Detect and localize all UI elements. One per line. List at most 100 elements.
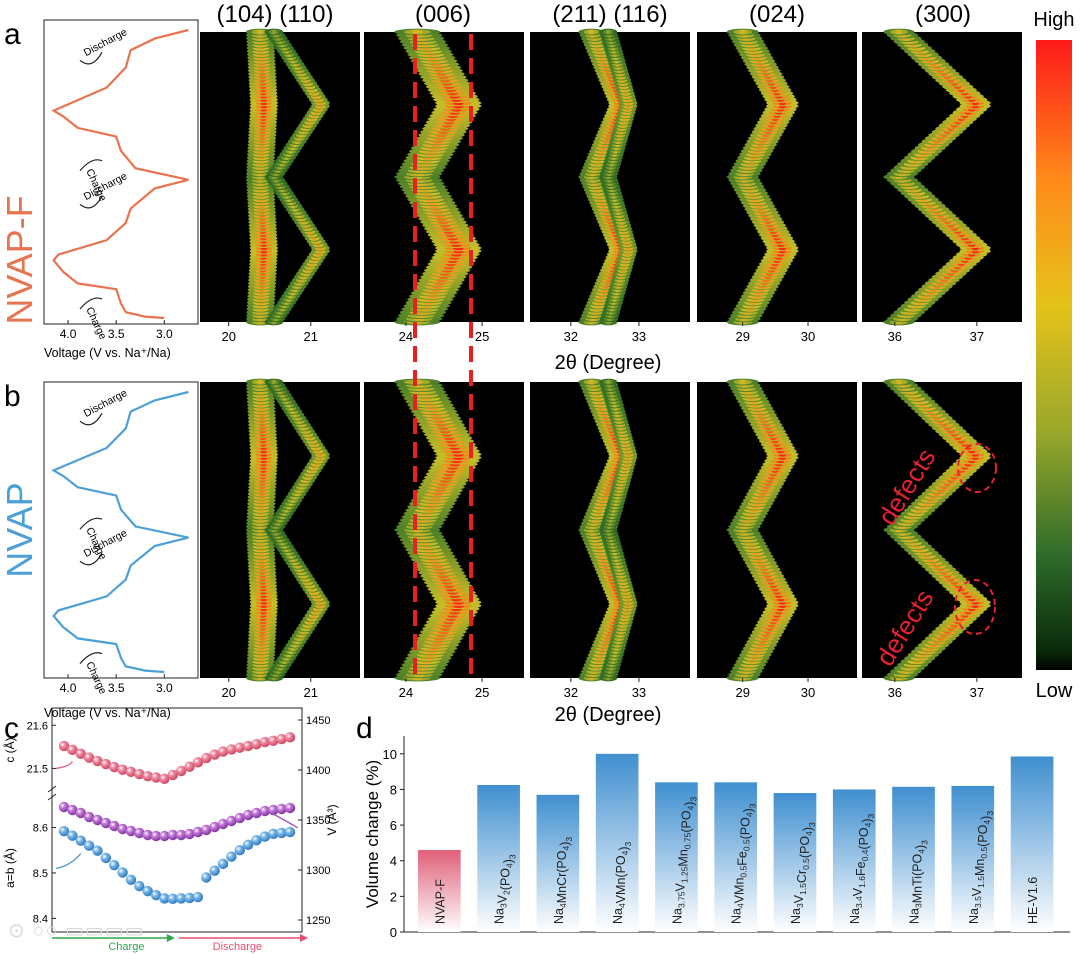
arrow-icon bbox=[79, 196, 103, 209]
a-point bbox=[125, 874, 137, 885]
c-point bbox=[109, 761, 120, 773]
category-label: Na3MnTi(PO4)3 bbox=[908, 840, 930, 924]
colorbar-high-label: High bbox=[1033, 9, 1074, 31]
two-theta-tick: 25 bbox=[475, 329, 489, 344]
a-point bbox=[226, 851, 237, 862]
a-point bbox=[167, 893, 179, 905]
c-point bbox=[259, 736, 271, 748]
colorbar: High Low bbox=[1033, 9, 1074, 702]
two-theta-tick: 37 bbox=[970, 685, 984, 700]
volume-point bbox=[92, 814, 103, 826]
sample-label-nvap: NVAP bbox=[0, 482, 40, 577]
bar bbox=[832, 789, 876, 932]
two-theta-tick: 24 bbox=[399, 329, 413, 344]
two-theta-tick: 29 bbox=[735, 685, 749, 700]
volume-point bbox=[184, 828, 195, 840]
a-point bbox=[209, 865, 220, 876]
svg-text:8.5: 8.5 bbox=[33, 868, 48, 880]
heatmap-2-row-1: 24 25 bbox=[364, 28, 524, 344]
arrow-icon bbox=[79, 552, 103, 566]
category-label: Na4VMn0.5Fe0.5(PO4)3 bbox=[730, 803, 758, 924]
two-theta-tick: 37 bbox=[970, 329, 984, 344]
heatmap-5-row-2: 36 37 bbox=[862, 378, 1022, 700]
panel-letter-d: d bbox=[356, 712, 373, 745]
y-tick: 8 bbox=[390, 782, 397, 797]
voltage-label-nvap: Voltage (V vs. Na⁺/Na) bbox=[44, 706, 171, 720]
volume-point bbox=[167, 829, 179, 841]
a-point bbox=[192, 891, 204, 903]
a-point bbox=[142, 885, 153, 897]
c-point bbox=[142, 770, 153, 782]
a-point bbox=[150, 890, 162, 901]
a-point bbox=[175, 893, 187, 904]
peak-title-1: (104) (110) bbox=[217, 1, 334, 28]
a-point bbox=[109, 860, 120, 871]
two-theta-tick: 29 bbox=[735, 329, 749, 344]
category-label: Na4MnCr(PO4)3 bbox=[552, 837, 574, 924]
volume-point bbox=[58, 801, 70, 813]
c-point bbox=[134, 768, 145, 780]
y-tick: 4 bbox=[390, 854, 397, 869]
two-theta-label-b: 2θ (Degree) bbox=[555, 704, 662, 726]
two-theta-tick: 24 bbox=[399, 685, 413, 700]
flow-discharge-label: Discharge bbox=[213, 941, 263, 953]
a-point bbox=[234, 845, 245, 856]
a-point bbox=[276, 827, 287, 839]
a-point bbox=[100, 852, 112, 864]
panel-letter-a: a bbox=[4, 18, 21, 51]
bar bbox=[536, 794, 580, 932]
voltage-profile-nvap: Voltage (V vs. Na⁺/Na) 4.0 3.5 3.0ChargeDi… bbox=[43, 381, 199, 720]
c-point bbox=[167, 769, 179, 781]
a-point bbox=[67, 830, 78, 841]
heatmap-3-row-1: 32 33 bbox=[530, 28, 690, 344]
volume-point bbox=[268, 804, 279, 816]
volume-point bbox=[242, 809, 254, 821]
voltage-curve-nvap bbox=[51, 390, 189, 674]
heatmap-1-row-2: 20 21 bbox=[200, 378, 360, 700]
volume-point bbox=[217, 818, 229, 830]
peak-title-3: (211) (116) bbox=[552, 1, 667, 28]
volume-point bbox=[251, 807, 262, 819]
volume-point bbox=[276, 803, 287, 815]
a-point bbox=[83, 840, 95, 851]
volume-point bbox=[284, 802, 296, 814]
svg-text:1300: 1300 bbox=[306, 865, 330, 877]
c-point bbox=[209, 749, 220, 760]
c-point bbox=[201, 752, 212, 764]
peak-title-5: (300) bbox=[915, 1, 971, 28]
category-label: Na3V2(PO4)3 bbox=[493, 854, 518, 924]
voltage-tick: 3.0 bbox=[156, 327, 173, 341]
volume-point bbox=[83, 811, 95, 823]
arrow-icon bbox=[79, 517, 103, 530]
svg-text:8.6: 8.6 bbox=[33, 823, 48, 835]
volume-point bbox=[100, 817, 112, 829]
voltage-profile-nvap-f: Voltage (V vs. Na⁺/Na) 4.0 3.5 3.0 Charge Di… bbox=[43, 19, 199, 360]
flow-charge-label: Charge bbox=[108, 941, 144, 953]
c-point bbox=[284, 732, 296, 743]
a-point bbox=[259, 831, 271, 842]
c-point bbox=[100, 758, 112, 770]
c-point bbox=[175, 765, 187, 777]
voltage-tick: 4.0 bbox=[60, 327, 77, 341]
volume-point bbox=[234, 812, 245, 824]
voltage-label-nvap-f: Voltage (V vs. Na⁺/Na) bbox=[44, 346, 171, 360]
volume-point bbox=[226, 815, 237, 827]
a-point bbox=[201, 872, 212, 883]
panel-letter-b: b bbox=[4, 380, 21, 413]
y-tick: 6 bbox=[390, 818, 397, 833]
a-point bbox=[184, 892, 195, 904]
category-label: NVAP-F bbox=[433, 879, 447, 924]
arrow-icon bbox=[79, 652, 103, 664]
two-theta-tick: 21 bbox=[304, 685, 318, 700]
two-theta-tick: 20 bbox=[221, 685, 235, 700]
a-point bbox=[284, 826, 296, 838]
arrow-icon bbox=[79, 52, 103, 65]
c-point bbox=[125, 766, 137, 778]
volume-point bbox=[192, 826, 204, 838]
two-theta-tick: 32 bbox=[564, 685, 578, 700]
a-point bbox=[242, 839, 254, 850]
arrow-icon bbox=[79, 412, 103, 426]
two-theta-tick: 30 bbox=[801, 685, 815, 700]
